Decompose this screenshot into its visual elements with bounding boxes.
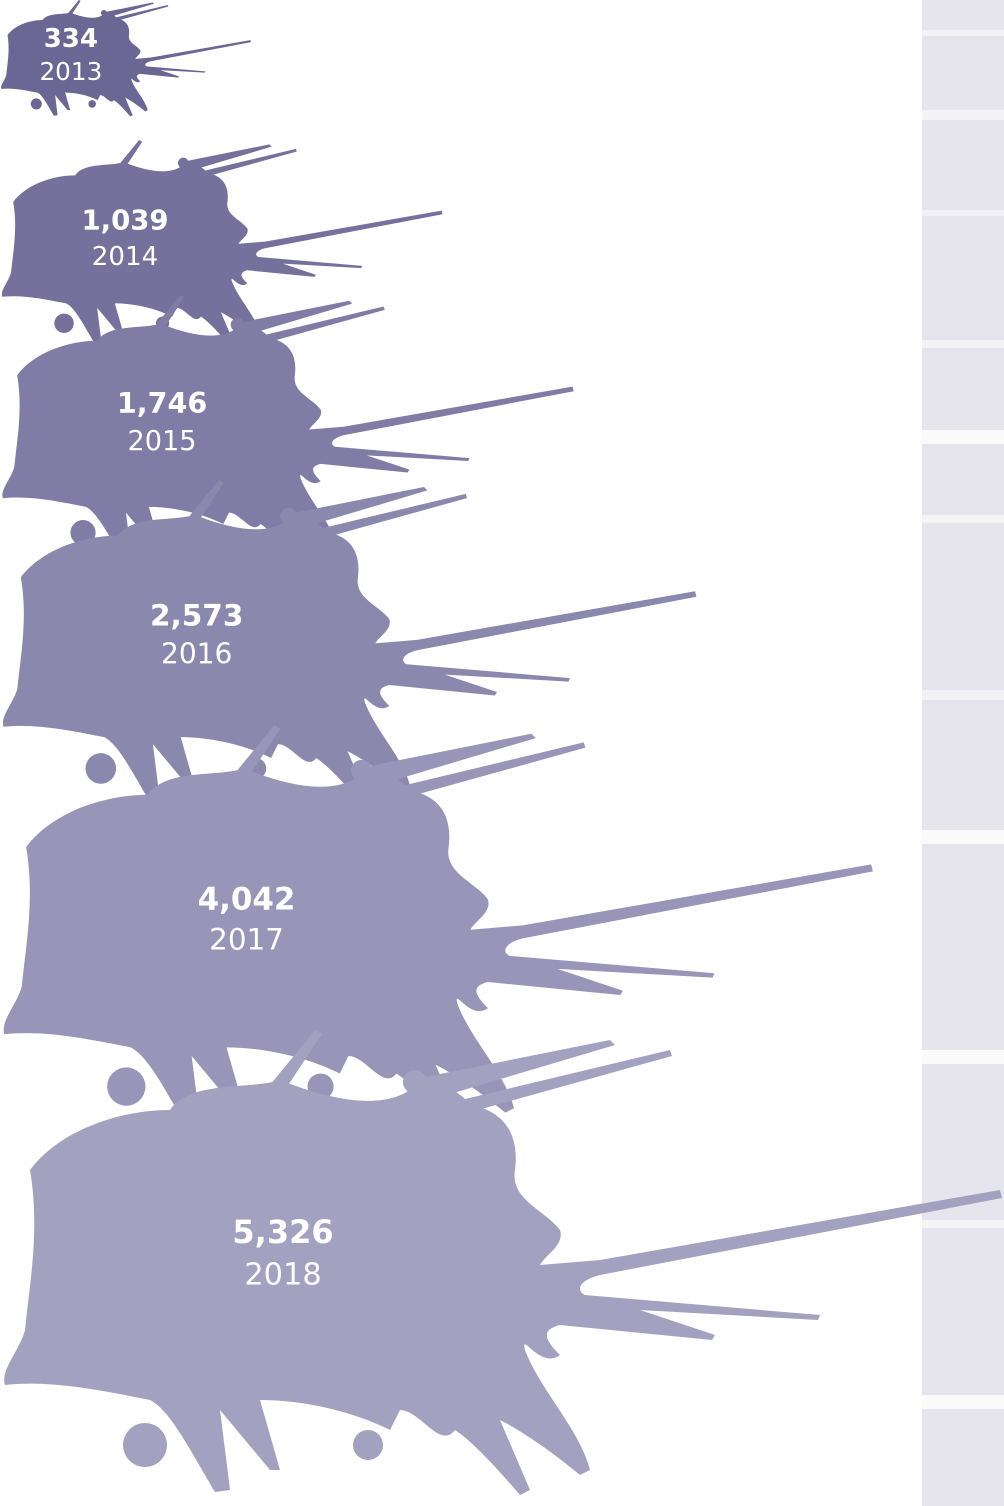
value-label: 334 <box>44 24 98 54</box>
splat <box>4 1030 1002 1495</box>
value-label: 2,573 <box>150 599 243 633</box>
drop <box>353 1430 383 1460</box>
drop <box>351 760 372 781</box>
year-label: 2017 <box>209 923 284 957</box>
drop <box>85 753 116 784</box>
value-label: 5,326 <box>232 1213 333 1251</box>
side-stripes <box>922 0 1004 1506</box>
drop <box>231 318 245 332</box>
year-label: 2014 <box>92 242 159 272</box>
value-label: 1,746 <box>117 386 207 420</box>
drop <box>101 10 107 16</box>
year-label: 2018 <box>244 1257 321 1292</box>
year-label: 2013 <box>39 57 102 86</box>
drop <box>403 1070 427 1094</box>
drop <box>178 158 189 169</box>
drop <box>88 100 96 108</box>
drop <box>31 98 42 109</box>
drop <box>107 1067 145 1105</box>
splat <box>4 725 873 1130</box>
year-label: 2015 <box>127 426 196 457</box>
drop <box>280 508 297 525</box>
year-label: 2016 <box>161 638 232 671</box>
drop <box>54 314 73 333</box>
value-label: 1,039 <box>81 204 168 236</box>
chart: 334 2013 1,039 2014 1,746 2015 2,573 2016 4,042 2… <box>0 0 1004 1506</box>
drop <box>123 1423 167 1467</box>
value-label: 4,042 <box>198 881 296 917</box>
splat <box>2 140 443 345</box>
